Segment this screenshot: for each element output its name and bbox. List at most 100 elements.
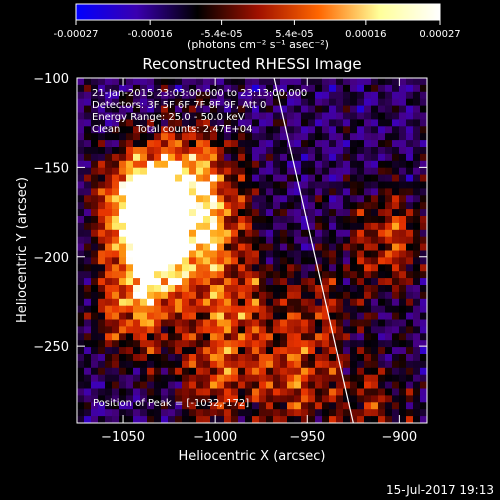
heatmap-cell xyxy=(217,312,225,321)
heatmap-cell xyxy=(357,402,365,410)
heatmap-cell xyxy=(357,409,365,417)
heatmap-cell xyxy=(406,257,414,265)
heatmap-cell xyxy=(392,147,400,155)
heatmap-cell xyxy=(406,360,414,369)
heatmap-cell xyxy=(161,91,169,100)
heatmap-cell xyxy=(189,216,197,224)
heatmap-cell xyxy=(161,374,169,383)
heatmap-cell xyxy=(105,291,113,300)
heatmap-cell xyxy=(98,147,106,155)
heatmap-cell xyxy=(224,319,232,327)
heatmap-cell xyxy=(266,236,274,245)
heatmap-cell xyxy=(210,202,218,210)
heatmap-cell xyxy=(105,285,113,293)
heatmap-cell xyxy=(112,195,120,203)
heatmap-cell xyxy=(336,291,344,300)
heatmap-cell xyxy=(273,271,281,279)
heatmap-cell xyxy=(133,216,141,224)
heatmap-cell xyxy=(343,264,351,272)
heatmap-cell xyxy=(98,305,106,314)
heatmap-cell xyxy=(371,126,379,134)
heatmap-cell xyxy=(378,216,386,224)
heatmap-cell xyxy=(126,181,134,189)
heatmap-cell xyxy=(224,119,232,127)
heatmap-cell xyxy=(413,326,421,334)
heatmap-cell xyxy=(371,291,379,300)
heatmap-cell xyxy=(238,174,246,183)
heatmap-cell xyxy=(287,305,295,314)
heatmap-cell xyxy=(385,105,393,114)
heatmap-cell xyxy=(413,312,421,321)
heatmap-cell xyxy=(119,285,127,293)
heatmap-cell xyxy=(322,236,330,245)
heatmap-cell xyxy=(196,105,204,114)
heatmap-cell xyxy=(343,119,351,127)
heatmap-cell xyxy=(420,209,427,217)
heatmap-cell xyxy=(336,119,344,127)
heatmap-cell xyxy=(315,367,323,376)
heatmap-cell xyxy=(350,278,358,286)
heatmap-cell xyxy=(84,326,92,334)
heatmap-cell xyxy=(364,153,372,162)
heatmap-cell xyxy=(168,298,176,307)
annotation-block: 21-Jan-2015 23:03:00.000 to 23:13:00.000… xyxy=(92,88,307,409)
heatmap-cell xyxy=(252,195,260,203)
heatmap-cell xyxy=(238,333,246,341)
heatmap-cell xyxy=(371,119,379,127)
heatmap-cell xyxy=(385,195,393,203)
heatmap-cell xyxy=(182,291,190,300)
heatmap-cell xyxy=(105,153,113,162)
heatmap-cell xyxy=(336,202,344,210)
heatmap-cell xyxy=(196,278,204,286)
heatmap-cell xyxy=(77,112,85,120)
heatmap-cell xyxy=(98,285,106,293)
heatmap-cell xyxy=(252,367,260,376)
heatmap-cell xyxy=(196,216,204,224)
heatmap-cell xyxy=(266,291,274,300)
heatmap-cell xyxy=(385,326,393,334)
heatmap-cell xyxy=(189,354,197,362)
heatmap-cell xyxy=(203,78,211,86)
heatmap-cell xyxy=(217,174,225,183)
heatmap-cell xyxy=(224,126,232,134)
heatmap-cell xyxy=(161,98,169,107)
heatmap-cell xyxy=(301,126,309,134)
heatmap-cell xyxy=(217,257,225,265)
heatmap-cell xyxy=(189,298,197,307)
heatmap-cell xyxy=(182,388,190,396)
heatmap-cell xyxy=(210,174,218,183)
heatmap-cell xyxy=(154,229,162,238)
heatmap-cell xyxy=(329,105,337,114)
heatmap-cell xyxy=(413,257,421,265)
heatmap-cell xyxy=(119,202,127,210)
heatmap-cell xyxy=(343,188,351,196)
heatmap-cell xyxy=(217,333,225,341)
heatmap-cell xyxy=(231,174,239,183)
heatmap-cell xyxy=(385,347,393,355)
heatmap-cell xyxy=(203,354,211,362)
heatmap-cell xyxy=(357,167,365,176)
heatmap-cell xyxy=(315,340,323,348)
heatmap-cell xyxy=(175,153,183,162)
heatmap-cell xyxy=(175,181,183,189)
heatmap-cell xyxy=(287,264,295,272)
heatmap-cell xyxy=(203,84,211,93)
heatmap-cell xyxy=(84,388,92,396)
heatmap-cell xyxy=(350,174,358,183)
heatmap-cell xyxy=(175,416,183,423)
heatmap-cell xyxy=(231,305,239,314)
heatmap-cell xyxy=(238,105,246,114)
heatmap-cell xyxy=(126,354,134,362)
heatmap-cell xyxy=(161,381,169,390)
heatmap-cell xyxy=(203,222,211,231)
heatmap-cell xyxy=(385,416,393,423)
heatmap-cell xyxy=(126,202,134,210)
heatmap-cell xyxy=(203,409,211,417)
heatmap-cell xyxy=(420,409,427,417)
heatmap-cell xyxy=(287,312,295,321)
heatmap-cell xyxy=(112,98,120,107)
heatmap-cell xyxy=(273,278,281,286)
colorbar-tick-label: 5.4e-05 xyxy=(275,29,313,40)
heatmap-cell xyxy=(112,160,120,169)
heatmap-cell xyxy=(238,167,246,176)
